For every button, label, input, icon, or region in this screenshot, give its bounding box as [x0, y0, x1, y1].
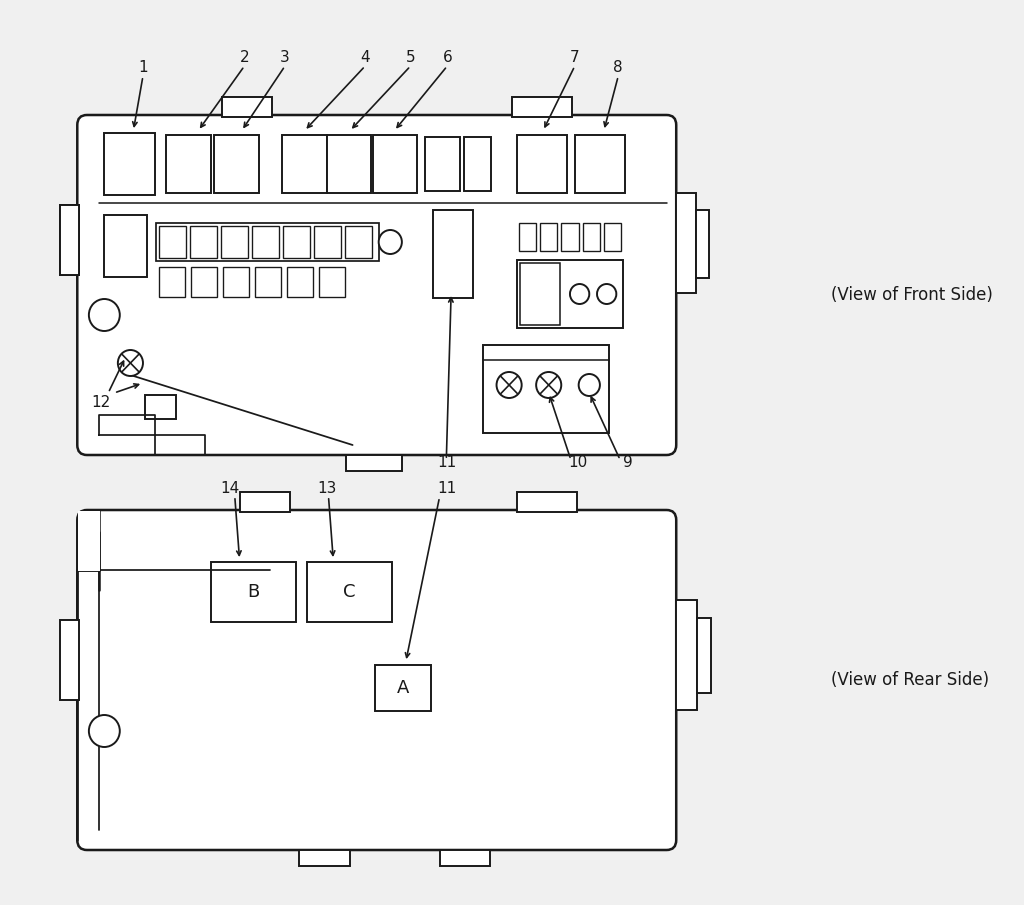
Bar: [540, 223, 557, 251]
Text: 10: 10: [568, 454, 588, 470]
Bar: [221, 226, 248, 258]
Bar: [255, 267, 282, 297]
Text: 8: 8: [613, 61, 623, 75]
Text: 7: 7: [570, 51, 580, 65]
Circle shape: [118, 350, 143, 376]
Text: 5: 5: [406, 51, 416, 65]
Bar: [561, 223, 579, 251]
Bar: [433, 210, 473, 298]
Bar: [519, 223, 537, 251]
Bar: [59, 620, 79, 700]
FancyBboxPatch shape: [77, 115, 676, 455]
Circle shape: [570, 284, 589, 304]
Bar: [318, 267, 345, 297]
Bar: [676, 600, 697, 710]
Bar: [191, 267, 217, 297]
Bar: [512, 97, 571, 117]
Text: C: C: [343, 583, 356, 601]
Bar: [78, 511, 99, 571]
Bar: [517, 492, 577, 512]
Text: 1: 1: [138, 61, 147, 75]
FancyBboxPatch shape: [77, 510, 676, 850]
Text: 2: 2: [240, 51, 249, 65]
Bar: [520, 263, 560, 325]
Bar: [104, 215, 146, 277]
Text: 11: 11: [437, 481, 457, 496]
Circle shape: [89, 715, 120, 747]
Bar: [104, 133, 155, 195]
Text: 11: 11: [437, 454, 457, 470]
Bar: [517, 135, 567, 193]
Text: 9: 9: [623, 454, 633, 470]
Bar: [483, 345, 608, 433]
Bar: [574, 135, 625, 193]
Bar: [282, 135, 327, 193]
Bar: [583, 223, 600, 251]
Bar: [145, 395, 176, 419]
Circle shape: [537, 372, 561, 398]
Text: (View of Rear Side): (View of Rear Side): [830, 671, 989, 689]
Bar: [287, 267, 313, 297]
Bar: [346, 455, 401, 471]
Bar: [697, 618, 711, 693]
Circle shape: [89, 299, 120, 331]
Circle shape: [497, 372, 521, 398]
Bar: [157, 223, 379, 261]
Circle shape: [579, 374, 600, 396]
Bar: [190, 226, 217, 258]
Bar: [375, 665, 431, 711]
Bar: [695, 210, 709, 278]
Text: 6: 6: [442, 51, 453, 65]
Bar: [222, 97, 272, 117]
Bar: [59, 205, 79, 275]
Bar: [240, 492, 290, 512]
Bar: [166, 135, 211, 193]
Bar: [464, 137, 490, 191]
Bar: [425, 137, 460, 191]
Bar: [160, 267, 185, 297]
Bar: [517, 260, 623, 328]
Text: (View of Front Side): (View of Front Side): [830, 286, 992, 304]
Text: 4: 4: [360, 51, 370, 65]
Bar: [283, 226, 310, 258]
Bar: [299, 850, 350, 866]
Text: 13: 13: [316, 481, 336, 496]
Bar: [676, 193, 695, 293]
Bar: [214, 135, 259, 193]
Bar: [211, 562, 296, 622]
Bar: [604, 223, 622, 251]
Text: B: B: [247, 583, 259, 601]
Bar: [345, 226, 372, 258]
Text: 14: 14: [220, 481, 240, 496]
Bar: [327, 135, 371, 193]
Text: 3: 3: [281, 51, 290, 65]
Bar: [252, 226, 280, 258]
Bar: [373, 135, 418, 193]
Text: 12: 12: [92, 395, 111, 409]
Bar: [59, 205, 79, 275]
Bar: [314, 226, 341, 258]
Circle shape: [379, 230, 401, 254]
Bar: [160, 226, 186, 258]
Circle shape: [597, 284, 616, 304]
Bar: [307, 562, 392, 622]
Bar: [439, 850, 489, 866]
Bar: [223, 267, 249, 297]
Text: A: A: [396, 679, 409, 697]
